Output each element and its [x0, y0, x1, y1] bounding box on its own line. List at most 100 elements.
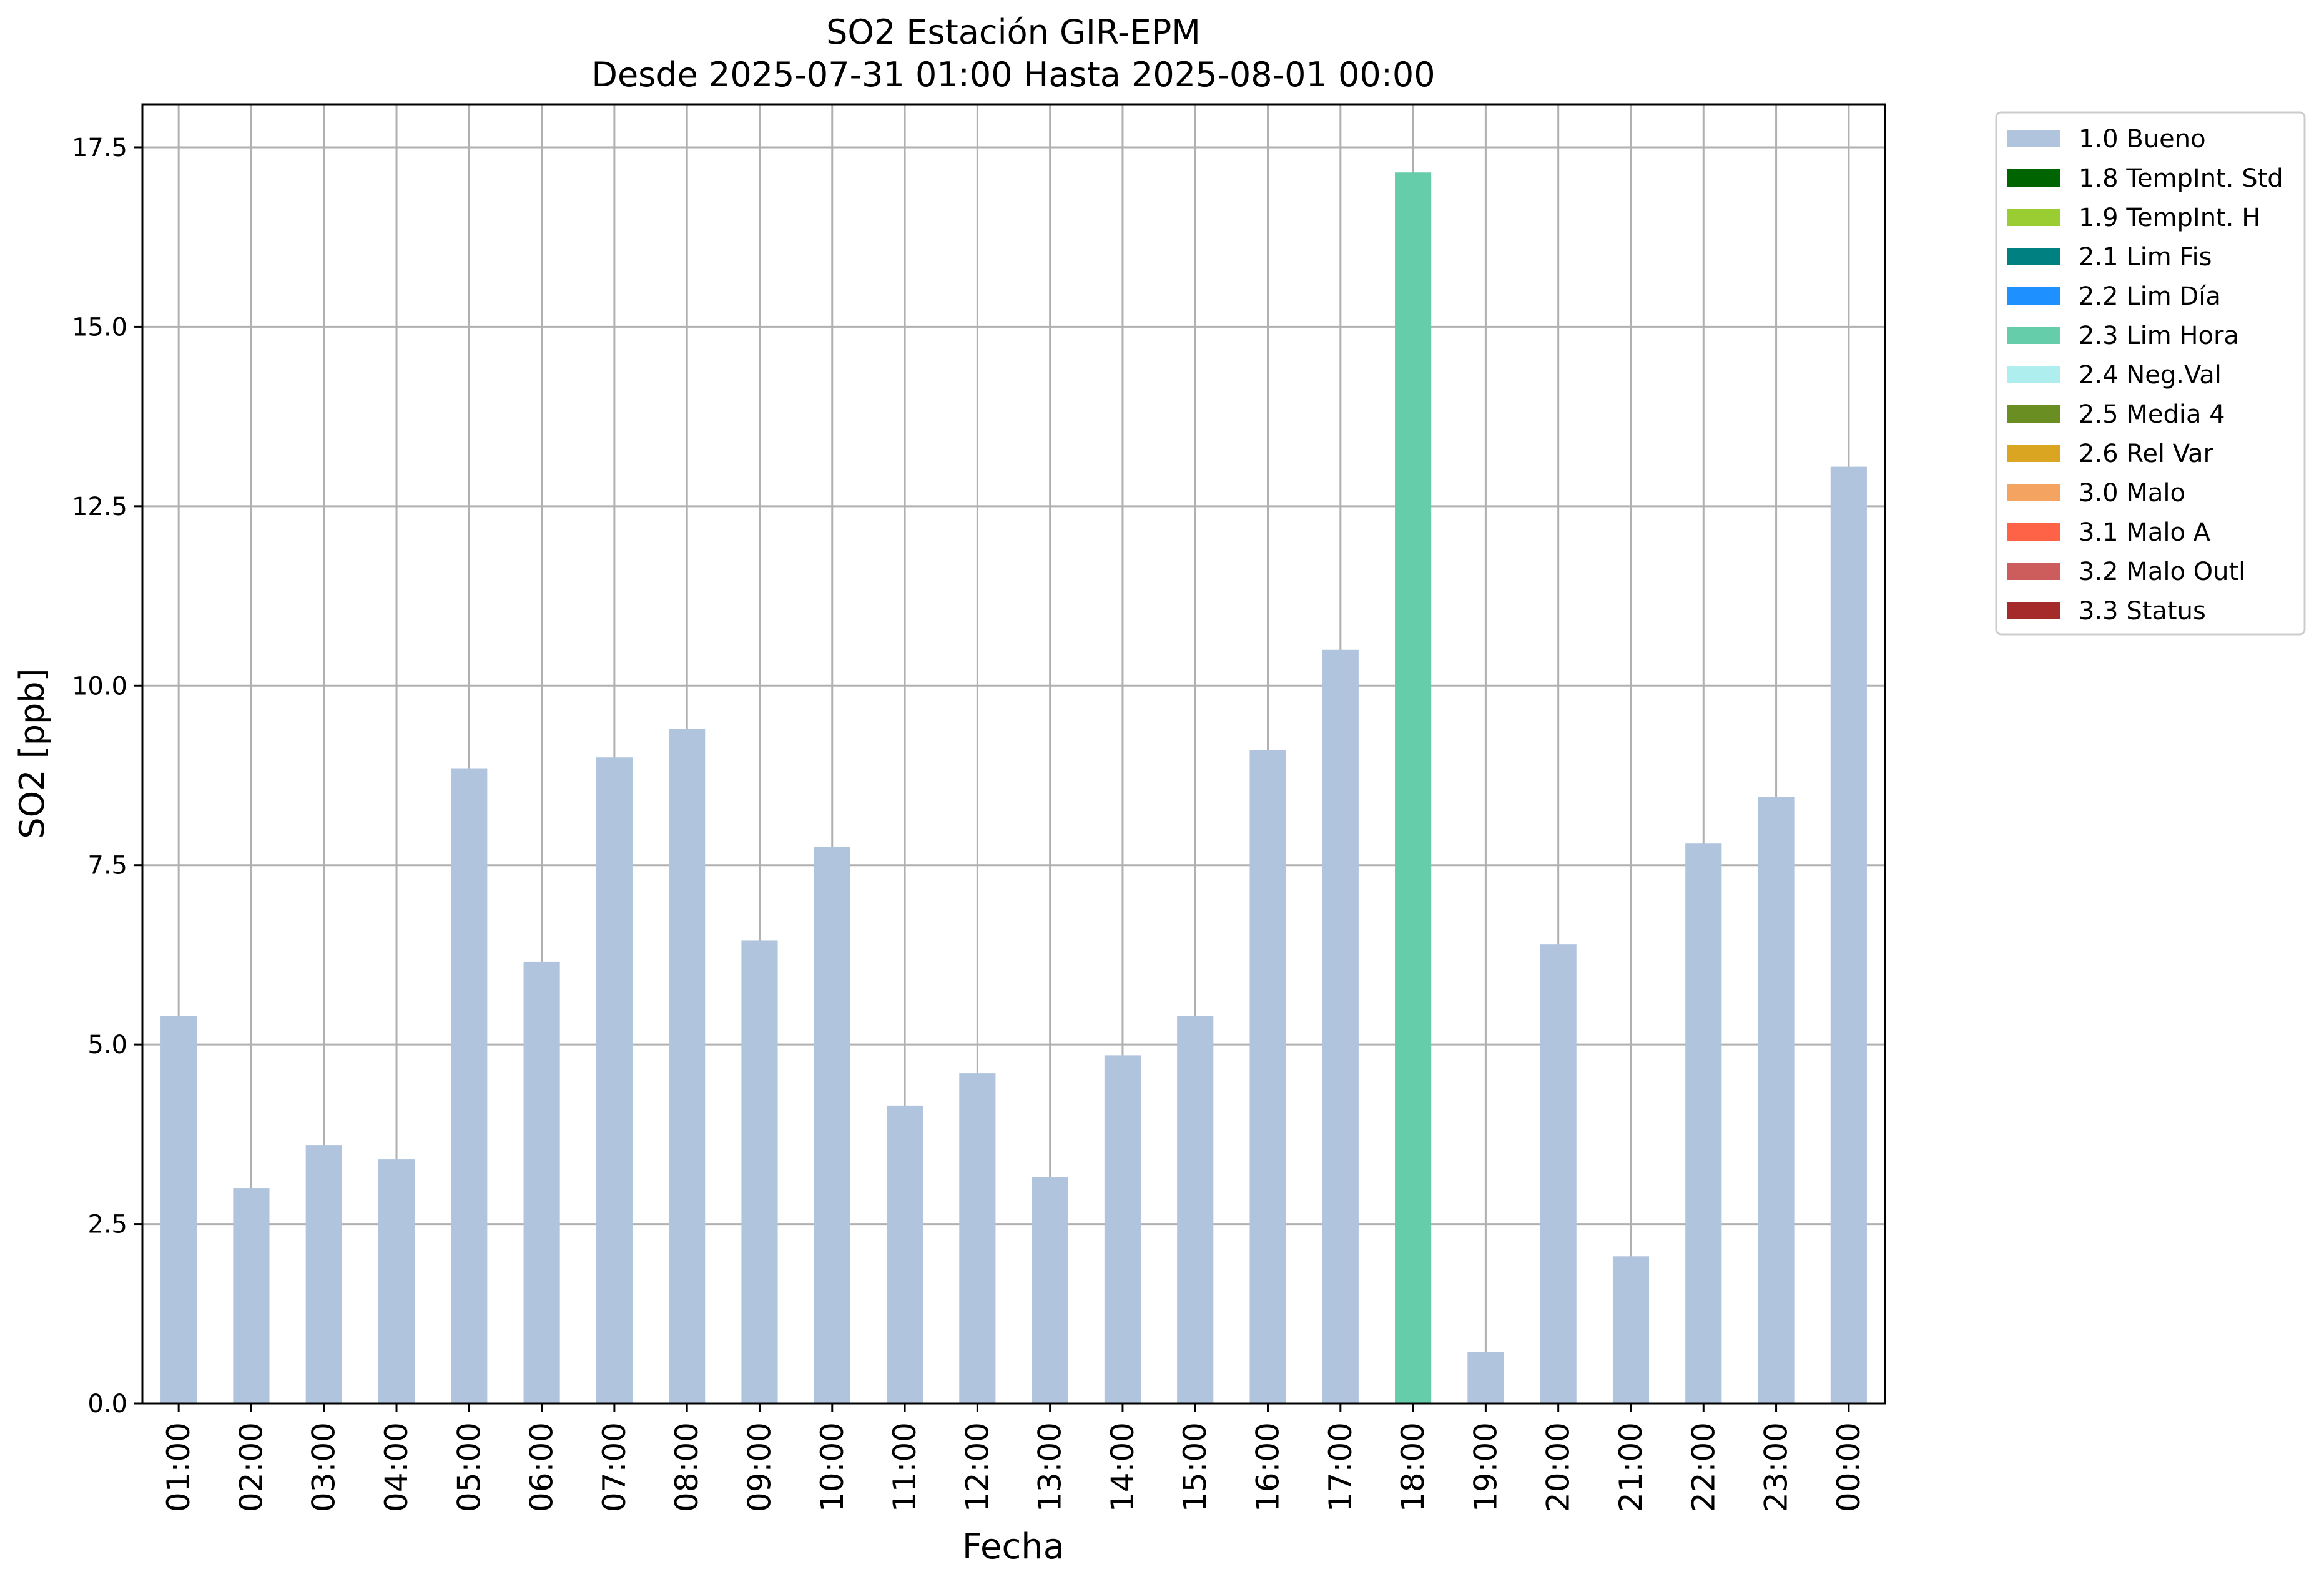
bar-0300 [305, 1145, 342, 1403]
y-tick-label: 0.0 [87, 1390, 127, 1418]
bar-2300 [1758, 797, 1795, 1403]
x-tick-label: 07:00 [596, 1422, 633, 1512]
x-tick-label: 14:00 [1105, 1422, 1141, 1512]
bar-0800 [669, 729, 706, 1403]
bar-0000 [1830, 466, 1867, 1403]
legend-swatch [2007, 445, 2060, 462]
legend-label: 2.5 Media 4 [2079, 400, 2225, 429]
x-tick-label: 02:00 [233, 1422, 269, 1512]
bar-1400 [1104, 1055, 1141, 1403]
legend-entry: 1.9 TempInt. H [2007, 204, 2260, 232]
y-tick-label: 2.5 [87, 1211, 127, 1239]
bar-0200 [233, 1188, 270, 1403]
x-tick-label: 13:00 [1032, 1422, 1068, 1512]
legend-label: 2.6 Rel Var [2079, 440, 2214, 468]
bar-2100 [1612, 1256, 1650, 1403]
legend-label: 3.2 Malo Outl [2079, 558, 2245, 586]
bar-1100 [886, 1105, 923, 1403]
y-tick-label: 10.0 [72, 672, 127, 700]
legend-label: 1.0 Bueno [2079, 125, 2206, 154]
x-tick-label: 11:00 [887, 1422, 923, 1512]
bar-2200 [1685, 843, 1722, 1403]
legend-entry: 2.4 Neg.Val [2007, 361, 2222, 390]
bar-1300 [1032, 1177, 1068, 1403]
legend-swatch [2007, 484, 2060, 501]
bar-1500 [1177, 1016, 1214, 1403]
legend-label: 3.0 Malo [2079, 479, 2185, 508]
bars [160, 172, 1867, 1403]
x-tick-label: 21:00 [1613, 1422, 1649, 1512]
legend-label: 2.2 Lim Día [2079, 282, 2221, 311]
legend-entry: 3.3 Status [2007, 597, 2206, 626]
y-tick-label: 5.0 [87, 1031, 127, 1059]
legend-swatch [2007, 563, 2060, 580]
bar-1600 [1249, 750, 1286, 1403]
x-tick-label: 16:00 [1250, 1422, 1286, 1512]
bar-0700 [596, 757, 633, 1403]
legend-swatch [2007, 366, 2060, 383]
legend-entry: 1.0 Bueno [2007, 125, 2206, 154]
x-tick-label: 06:00 [524, 1422, 560, 1512]
y-axis-label: SO2 [ppb] [12, 668, 52, 838]
bar-2000 [1540, 944, 1577, 1403]
bar-1800 [1395, 172, 1432, 1403]
x-tick-label: 00:00 [1831, 1422, 1867, 1512]
x-tick-label: 03:00 [306, 1422, 342, 1512]
x-tick-label: 10:00 [814, 1422, 850, 1512]
x-tick-label: 08:00 [669, 1422, 705, 1512]
y-tick-label: 7.5 [87, 852, 127, 880]
bar-1700 [1322, 649, 1359, 1403]
bar-0400 [378, 1159, 415, 1403]
y-tick-label: 12.5 [72, 493, 127, 521]
legend-swatch [2007, 169, 2060, 187]
legend-swatch [2007, 405, 2060, 423]
x-tick-label: 17:00 [1322, 1422, 1359, 1512]
x-tick-label: 04:00 [378, 1422, 415, 1512]
x-tick-label: 05:00 [451, 1422, 487, 1512]
bar-1000 [814, 847, 850, 1403]
legend-swatch [2007, 327, 2060, 344]
y-tick-label: 15.0 [72, 313, 127, 341]
y-tick-label: 17.5 [72, 134, 127, 162]
legend-entry: 3.0 Malo [2007, 479, 2185, 508]
legend-swatch [2007, 602, 2060, 619]
x-tick-label: 12:00 [959, 1422, 995, 1512]
x-axis-ticks: 01:00 02:00 03:00 04:00 05:00 06:00 07:00 08:00… [160, 1403, 1867, 1512]
legend-label: 1.9 TempInt. H [2079, 204, 2260, 232]
x-tick-label: 19:00 [1467, 1422, 1504, 1512]
legend-swatch [2007, 523, 2060, 541]
bar-0600 [523, 961, 560, 1403]
legend-label: 2.1 Lim Fis [2079, 243, 2212, 272]
legend-entry: 1.8 TempInt. Std [2007, 164, 2283, 193]
legend-label: 2.3 Lim Hora [2079, 322, 2239, 350]
legend-entry: 2.1 Lim Fis [2007, 243, 2212, 272]
legend-swatch [2007, 287, 2060, 305]
bar-0500 [451, 768, 488, 1403]
chart-title: SO2 Estación GIR-EPM [826, 12, 1201, 52]
legend-label: 3.3 Status [2079, 597, 2206, 626]
chart-subtitle: Desde 2025-07-31 01:00 Hasta 2025-08-01 … [591, 55, 1435, 94]
legend-label: 2.4 Neg.Val [2079, 361, 2222, 390]
legend: 1.0 Bueno 1.8 TempInt. Std 1.9 TempInt. H 2… [1995, 111, 2306, 636]
legend-entry: 3.1 Malo A [2007, 518, 2211, 547]
x-tick-label: 23:00 [1758, 1422, 1795, 1512]
legend-frame [1995, 111, 2306, 636]
bar-1200 [959, 1073, 996, 1403]
legend-swatch [2007, 130, 2060, 147]
plot-frame [141, 103, 1886, 1405]
legend-entry: 2.3 Lim Hora [2007, 322, 2239, 350]
x-tick-label: 15:00 [1177, 1422, 1213, 1512]
x-tick-label: 20:00 [1540, 1422, 1577, 1512]
x-axis-label: Fecha [962, 1526, 1065, 1567]
x-tick-label: 09:00 [741, 1422, 777, 1512]
legend-label: 3.1 Malo A [2079, 518, 2211, 547]
legend-entry: 2.6 Rel Var [2007, 440, 2214, 468]
bar-1900 [1467, 1352, 1504, 1403]
legend-entry: 2.2 Lim Día [2007, 282, 2221, 311]
legend-label: 1.8 TempInt. Std [2079, 164, 2283, 193]
bar-0100 [160, 1016, 197, 1403]
y-axis-ticks: 0.0 2.5 5.0 7.5 10.0 12.5 15.0 17.5 [72, 134, 142, 1418]
legend-entry: 3.2 Malo Outl [2007, 558, 2245, 586]
bar-0900 [741, 940, 778, 1403]
